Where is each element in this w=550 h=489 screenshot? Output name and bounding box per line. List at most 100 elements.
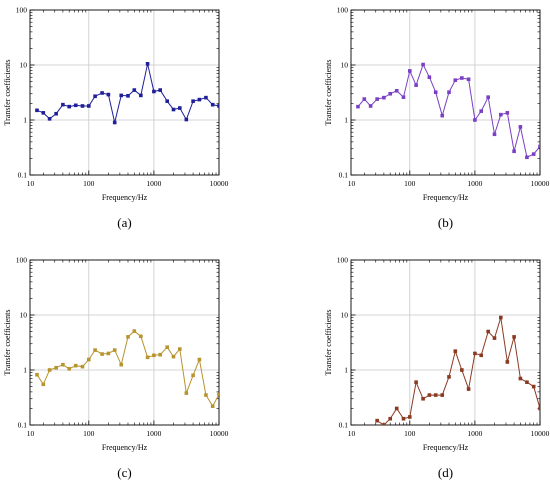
data-point-marker (505, 111, 510, 115)
y-tick-label: 1 (344, 366, 348, 375)
data-point-marker (518, 125, 523, 129)
data-point-marker (197, 357, 202, 362)
chart-panel-2: 10 100 1000 10000 0.1 1 10 100 Frequency/Hz Trans… (324, 6, 550, 230)
data-point-marker (401, 416, 406, 421)
data-point-marker (35, 372, 39, 377)
data-point-marker (473, 118, 477, 122)
data-point-marker (61, 362, 65, 367)
data-point-marker (460, 76, 464, 80)
data-point-marker (388, 91, 392, 96)
series-group (375, 315, 540, 425)
data-point-marker (184, 391, 189, 395)
data-point-marker (407, 69, 412, 73)
data-point-marker (486, 95, 490, 99)
data-point-marker (126, 94, 130, 98)
data-point-marker (152, 89, 156, 94)
data-point-marker (518, 376, 523, 381)
data-point-marker (466, 77, 471, 82)
y-axis-label: Transfer coefficients (324, 60, 333, 126)
data-point-marker (165, 99, 169, 103)
data-point-marker (165, 345, 169, 349)
data-point-marker (217, 392, 219, 397)
y-tick-label: 0.1 (339, 171, 349, 180)
x-tick-label: 10000 (531, 179, 550, 188)
data-point-marker (184, 117, 189, 122)
x-tick-label: 10000 (210, 179, 229, 188)
plot-frame (29, 259, 220, 426)
data-point-marker (368, 104, 373, 108)
data-point-marker (119, 362, 124, 367)
x-tick-label: 10 (348, 429, 356, 438)
x-tick-label: 1000 (146, 179, 161, 188)
data-point-marker (35, 108, 39, 113)
x-tick-label: 10000 (210, 429, 229, 438)
x-axis-label: Frequency/Hz (423, 193, 469, 202)
data-point-marker (362, 97, 367, 101)
data-point-marker (538, 144, 540, 149)
data-point-marker (178, 106, 182, 110)
y-tick-label: 10 (20, 61, 28, 70)
data-point-marker (427, 75, 432, 80)
x-tick-label: 1000 (467, 429, 482, 438)
data-point-marker (93, 348, 97, 352)
data-point-marker (492, 336, 497, 340)
data-point-marker (47, 368, 52, 372)
plot-frame (350, 259, 541, 426)
y-tick-label: 10 (20, 311, 28, 320)
data-point-marker (531, 384, 536, 389)
x-tick-label: 10 (348, 179, 356, 188)
y-tick-label: 0.1 (18, 421, 28, 430)
data-point-marker (112, 120, 117, 125)
data-point-marker (41, 382, 46, 387)
data-point-marker (106, 351, 111, 356)
data-point-marker (191, 99, 195, 103)
data-point-marker (499, 315, 503, 320)
data-point-marker (414, 83, 418, 87)
data-point-marker (158, 352, 163, 357)
y-tick-label: 1 (23, 366, 27, 375)
data-point-marker (505, 360, 510, 364)
data-point-marker (486, 329, 490, 334)
plot-frame (29, 9, 220, 176)
panel-label: (d) (438, 465, 453, 480)
data-point-marker (394, 406, 399, 411)
data-point-marker (453, 78, 458, 82)
data-point-marker (93, 94, 97, 99)
series-group (35, 62, 219, 125)
data-point-marker (197, 97, 202, 102)
chart-panel-3: 10 100 1000 10000 0.1 1 10 100 Frequency/Hz Trans… (3, 256, 229, 480)
data-point-marker (453, 349, 458, 353)
y-tick-label: 100 (16, 256, 28, 265)
data-point-marker (525, 155, 529, 160)
data-point-marker (191, 373, 195, 378)
x-tick-label: 1000 (467, 179, 482, 188)
data-point-marker (433, 90, 438, 95)
data-point-marker (86, 104, 91, 108)
data-point-marker (61, 102, 65, 107)
data-point-marker (100, 352, 104, 356)
data-point-marker (54, 111, 58, 116)
data-point-marker (375, 418, 379, 423)
data-point-marker (388, 416, 392, 421)
y-tick-label: 0.1 (339, 421, 349, 430)
x-tick-label: 1000 (146, 429, 161, 438)
plot-frame (350, 9, 541, 176)
data-point-marker (54, 365, 58, 370)
data-point-marker (479, 109, 484, 113)
panel-label: (c) (117, 465, 131, 480)
series-line (36, 330, 219, 408)
data-point-marker (538, 406, 540, 411)
x-tick-label: 100 (83, 179, 95, 188)
series-line (357, 63, 540, 159)
data-point-marker (47, 117, 52, 121)
panel-label: (b) (438, 215, 453, 230)
y-tick-label: 100 (16, 6, 28, 15)
y-axis-label: Transfer coefficients (3, 60, 12, 126)
data-point-marker (382, 95, 386, 100)
data-point-marker (473, 351, 477, 356)
x-axis-label: Frequency/Hz (423, 443, 469, 452)
data-point-marker (440, 393, 445, 397)
chart-panel-4: 10 100 1000 10000 0.1 1 10 100 Frequency/Hz Trans… (324, 256, 550, 480)
x-tick-label: 100 (83, 429, 95, 438)
